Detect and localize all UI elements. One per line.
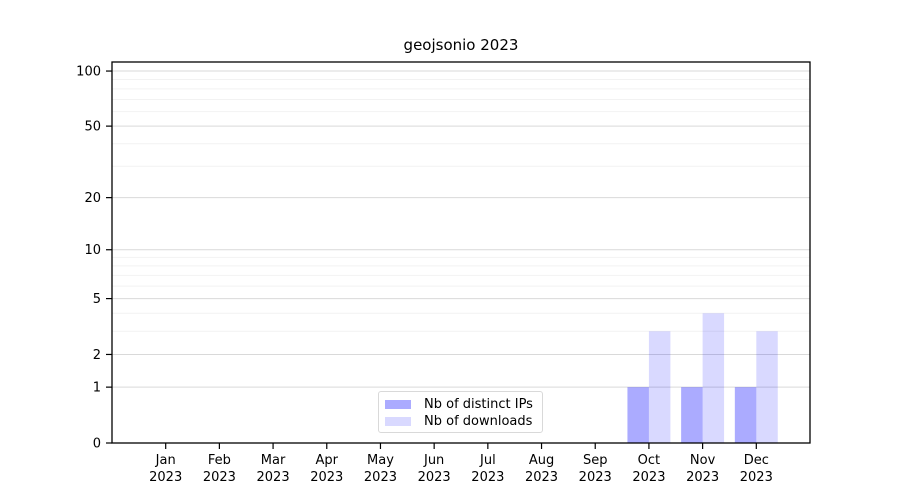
- x-tick-label-month: Jun: [423, 453, 444, 468]
- y-tick-label: 50: [84, 120, 101, 135]
- y-tick-label: 2: [93, 348, 101, 363]
- x-tick-label-month: Nov: [690, 453, 716, 468]
- legend-label-distinct-ips: Nb of distinct IPs: [424, 397, 533, 412]
- y-tick-label: 1: [93, 381, 101, 396]
- x-tick-label-year: 2023: [418, 470, 451, 485]
- bar-downloads: [756, 331, 778, 443]
- x-tick-label-month: Apr: [316, 453, 339, 468]
- bar-distinct-ips: [627, 387, 649, 443]
- bar-downloads: [702, 313, 725, 443]
- legend-swatch-distinct-ips: [385, 400, 411, 409]
- x-tick-label-month: Oct: [638, 453, 660, 468]
- x-tick-label-year: 2023: [364, 470, 397, 485]
- bar-downloads: [648, 331, 671, 443]
- legend: Nb of distinct IPs Nb of downloads: [378, 391, 543, 433]
- bar-distinct-ips: [734, 387, 757, 443]
- legend-label-downloads: Nb of downloads: [424, 414, 533, 429]
- x-tick-label-year: 2023: [149, 470, 182, 485]
- legend-swatch-downloads: [385, 417, 411, 426]
- x-tick-label-year: 2023: [310, 470, 343, 485]
- x-tick-label-month: Jul: [479, 453, 496, 468]
- x-tick-label-year: 2023: [203, 470, 236, 485]
- legend-item-downloads: Nb of downloads: [379, 413, 542, 430]
- plot-border: [111, 61, 811, 444]
- x-tick-label-month: Dec: [744, 453, 769, 468]
- y-tick-label: 100: [76, 65, 101, 80]
- bar-distinct-ips: [681, 387, 703, 443]
- x-tick-label-month: Mar: [261, 453, 286, 468]
- chart-title: geojsonio 2023: [403, 36, 519, 54]
- y-tick-label: 5: [93, 292, 101, 307]
- x-tick-label-month: Sep: [583, 453, 608, 468]
- x-tick-label-month: May: [367, 453, 394, 468]
- x-tick-label-year: 2023: [471, 470, 504, 485]
- x-tick-label-month: Jan: [155, 453, 176, 468]
- x-tick-label-year: 2023: [257, 470, 290, 485]
- x-tick-label-year: 2023: [740, 470, 773, 485]
- x-tick-label-year: 2023: [525, 470, 558, 485]
- x-tick-label-year: 2023: [686, 470, 719, 485]
- x-tick-label-month: Feb: [208, 453, 231, 468]
- y-tick-label: 0: [93, 437, 101, 452]
- x-tick-label-year: 2023: [632, 470, 665, 485]
- x-tick-label-year: 2023: [579, 470, 612, 485]
- y-tick-label: 20: [84, 191, 101, 206]
- legend-item-distinct-ips: Nb of distinct IPs: [379, 396, 542, 413]
- y-tick-label: 10: [84, 243, 101, 258]
- x-tick-label-month: Aug: [529, 453, 554, 468]
